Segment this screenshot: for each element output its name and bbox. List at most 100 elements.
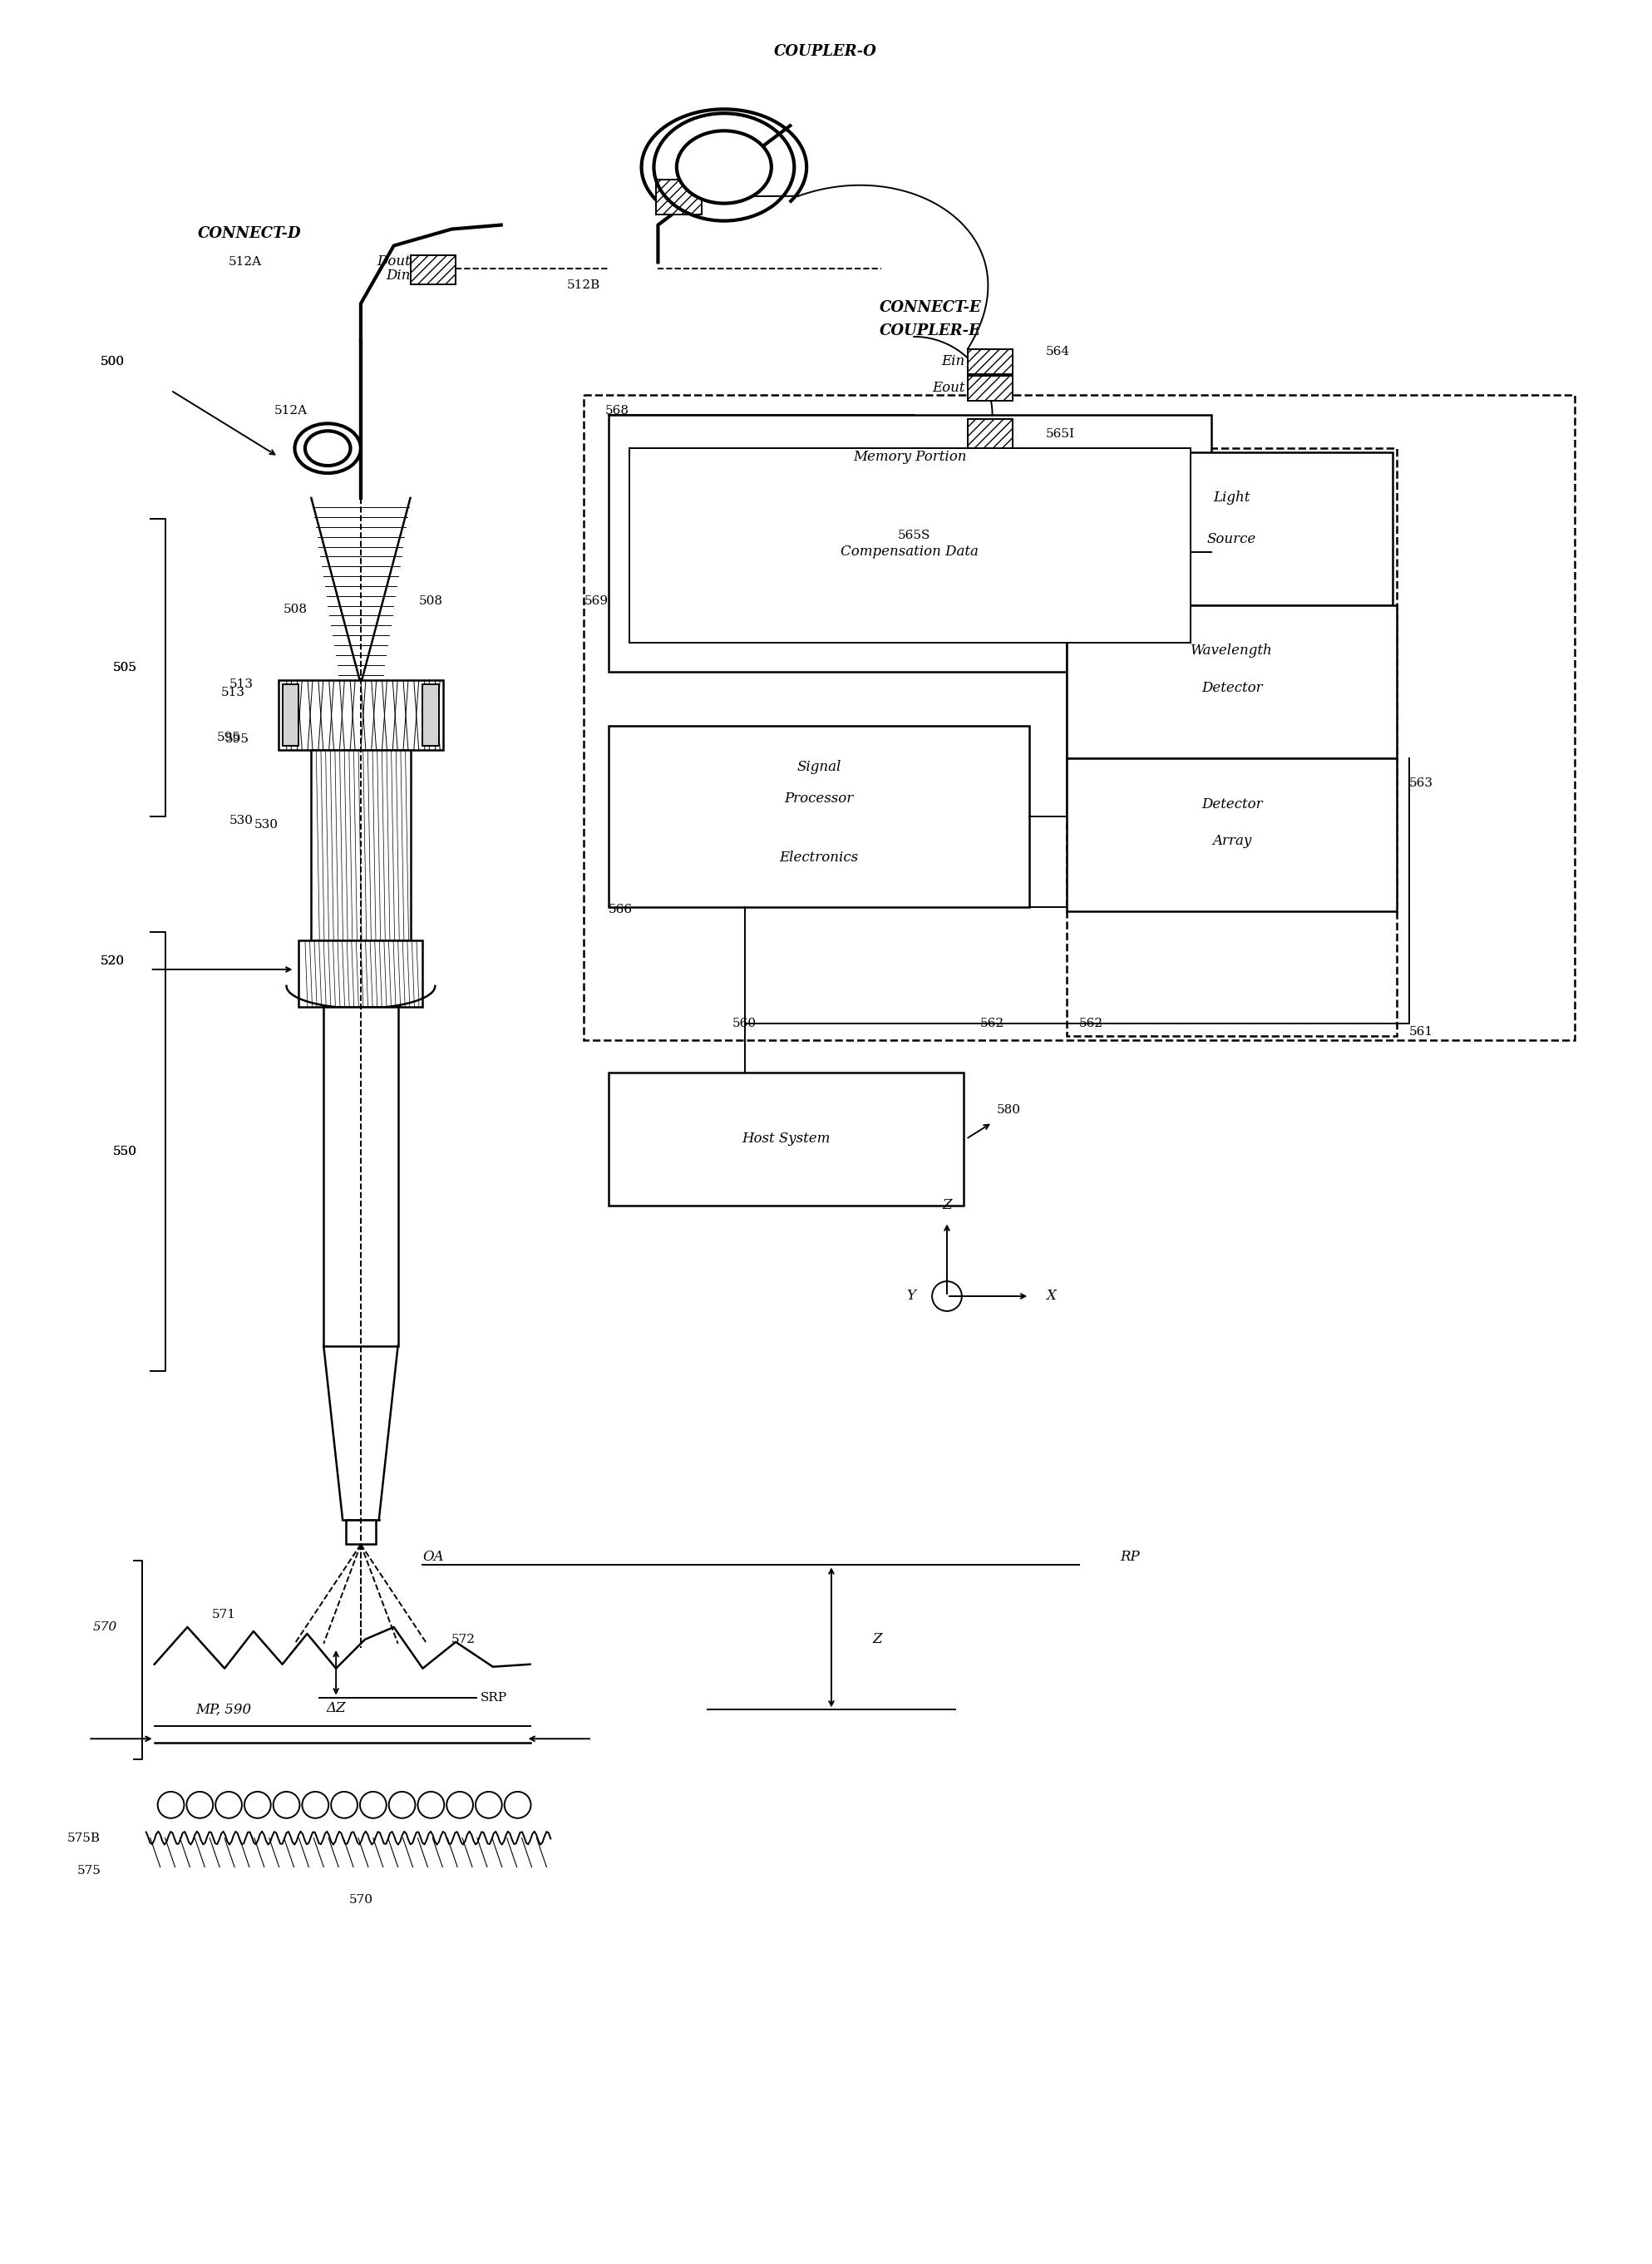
Bar <box>1070 453 1393 604</box>
Text: Detector: Detector <box>1201 681 1262 695</box>
Text: SRP: SRP <box>481 1691 507 1703</box>
Bar <box>1067 604 1398 758</box>
Circle shape <box>273 1791 299 1818</box>
Circle shape <box>418 1791 444 1818</box>
Text: 570: 570 <box>349 1895 373 1906</box>
Text: 564: 564 <box>1046 346 1070 358</box>
Text: 500: 500 <box>101 355 126 367</box>
Bar <box>968 349 1013 374</box>
Text: Signal: Signal <box>796 761 841 774</box>
Bar <box>629 448 1191 643</box>
Circle shape <box>932 1281 961 1311</box>
Text: MP, 590: MP, 590 <box>195 1703 251 1716</box>
Text: 595: 595 <box>225 734 249 745</box>
Text: 572: 572 <box>451 1635 476 1646</box>
Text: 560: 560 <box>732 1017 757 1030</box>
Bar <box>608 1073 963 1204</box>
Text: 513: 513 <box>230 679 253 691</box>
Text: X: X <box>1046 1288 1056 1304</box>
Bar <box>1067 448 1398 1035</box>
Text: 508: 508 <box>282 604 307 616</box>
Text: 512A: 512A <box>274 405 307 417</box>
Text: 571: 571 <box>211 1610 236 1621</box>
Text: Host System: Host System <box>742 1132 831 1146</box>
Text: Ein: Ein <box>942 355 965 369</box>
Text: Array: Array <box>1213 833 1252 849</box>
Text: 563: 563 <box>1409 777 1434 790</box>
Text: ΔZ: ΔZ <box>325 1700 345 1716</box>
Text: 512B: 512B <box>567 278 601 292</box>
Text: Dout: Dout <box>377 254 410 269</box>
Circle shape <box>157 1791 183 1818</box>
Circle shape <box>446 1791 472 1818</box>
Circle shape <box>302 1791 329 1818</box>
Text: CONNECT-E: CONNECT-E <box>879 301 981 315</box>
Circle shape <box>215 1791 241 1818</box>
Text: 530: 530 <box>254 820 278 831</box>
Bar <box>345 1519 375 1544</box>
Bar <box>423 684 439 747</box>
Text: 562: 562 <box>1079 1017 1104 1030</box>
Bar <box>299 940 423 1007</box>
Text: 575: 575 <box>76 1866 101 1877</box>
Text: RP: RP <box>1120 1549 1140 1564</box>
Text: 595: 595 <box>216 731 241 743</box>
Text: Wavelength: Wavelength <box>1191 643 1272 659</box>
Text: Z: Z <box>942 1198 952 1211</box>
Text: 512A: 512A <box>228 256 261 267</box>
Ellipse shape <box>677 131 771 204</box>
Text: Source: Source <box>1208 532 1257 546</box>
Bar <box>656 179 702 215</box>
Bar <box>608 724 1029 908</box>
Circle shape <box>504 1791 530 1818</box>
Text: 569: 569 <box>585 595 608 607</box>
Text: COUPLER-E: COUPLER-E <box>881 324 981 337</box>
Bar <box>583 394 1574 1039</box>
Text: Memory Portion: Memory Portion <box>852 451 966 464</box>
Text: 561: 561 <box>1409 1026 1434 1037</box>
Bar <box>282 684 299 747</box>
Bar <box>1067 758 1398 912</box>
Text: Din: Din <box>387 269 410 283</box>
Text: 575B: 575B <box>68 1832 101 1843</box>
Text: Compensation Data: Compensation Data <box>841 546 978 559</box>
Text: 500: 500 <box>101 355 126 367</box>
Bar <box>311 749 410 940</box>
Circle shape <box>476 1791 502 1818</box>
Text: 550: 550 <box>112 1146 137 1157</box>
Bar <box>968 419 1013 448</box>
Text: 513: 513 <box>221 686 244 697</box>
Text: Detector: Detector <box>1201 797 1262 811</box>
Text: COUPLER-O: COUPLER-O <box>775 43 877 59</box>
Text: 530: 530 <box>230 815 253 826</box>
Text: OA: OA <box>423 1549 444 1564</box>
Text: Z: Z <box>872 1632 882 1646</box>
Text: CONNECT-D: CONNECT-D <box>198 226 301 240</box>
Text: 550: 550 <box>112 1146 137 1157</box>
Text: Light: Light <box>1213 491 1251 505</box>
Bar <box>968 376 1013 401</box>
Circle shape <box>330 1791 357 1818</box>
Text: 568: 568 <box>605 405 629 417</box>
Circle shape <box>388 1791 415 1818</box>
Text: Electronics: Electronics <box>780 851 859 865</box>
Text: 580: 580 <box>996 1105 1021 1116</box>
Text: 566: 566 <box>608 903 633 915</box>
Bar <box>410 256 456 285</box>
Text: 505: 505 <box>112 661 137 672</box>
Circle shape <box>244 1791 271 1818</box>
Text: 508: 508 <box>418 595 443 607</box>
Circle shape <box>187 1791 213 1818</box>
Text: 570: 570 <box>93 1621 117 1632</box>
Circle shape <box>360 1791 387 1818</box>
Text: Processor: Processor <box>785 790 854 806</box>
Text: 562: 562 <box>980 1017 1004 1030</box>
Ellipse shape <box>306 430 350 466</box>
Bar <box>324 1007 398 1345</box>
Text: Y: Y <box>907 1288 915 1304</box>
Text: Eout: Eout <box>932 380 965 394</box>
Text: 520: 520 <box>101 955 126 967</box>
Bar <box>278 679 443 749</box>
Text: 520: 520 <box>101 955 126 967</box>
Bar <box>608 414 1211 672</box>
